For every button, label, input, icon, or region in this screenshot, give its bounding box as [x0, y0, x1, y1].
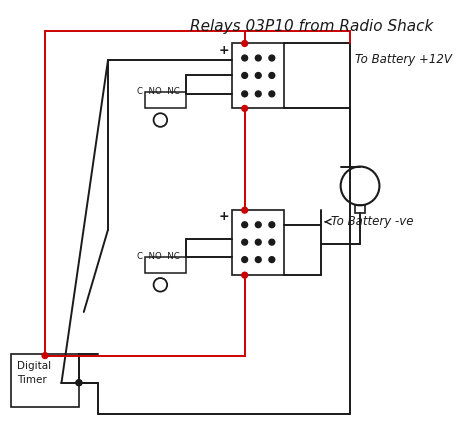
- Bar: [145, 92, 185, 108]
- Text: C  NO  NC: C NO NC: [137, 87, 180, 96]
- Circle shape: [269, 73, 275, 78]
- Text: To Battery +12V: To Battery +12V: [355, 54, 452, 67]
- Circle shape: [242, 73, 247, 78]
- Circle shape: [242, 41, 247, 46]
- Bar: [355, 205, 365, 213]
- Text: Relays 03P10 from Radio Shack: Relays 03P10 from Radio Shack: [190, 19, 433, 34]
- Circle shape: [255, 73, 261, 78]
- Circle shape: [76, 380, 82, 386]
- Bar: [11, 354, 79, 407]
- Bar: [232, 210, 284, 275]
- Circle shape: [42, 353, 48, 359]
- Bar: [232, 44, 284, 108]
- Circle shape: [255, 239, 261, 245]
- Circle shape: [255, 91, 261, 97]
- Circle shape: [269, 222, 275, 228]
- Circle shape: [269, 257, 275, 263]
- Circle shape: [255, 55, 261, 61]
- Text: Digital
Timer: Digital Timer: [17, 362, 51, 384]
- Circle shape: [242, 239, 247, 245]
- Circle shape: [242, 207, 247, 213]
- Text: +: +: [219, 44, 229, 57]
- Circle shape: [76, 380, 82, 386]
- Circle shape: [255, 257, 261, 263]
- Bar: [145, 257, 185, 273]
- Text: To Battery -ve: To Battery -ve: [331, 215, 413, 229]
- Circle shape: [242, 91, 247, 97]
- Circle shape: [269, 239, 275, 245]
- Circle shape: [242, 272, 247, 278]
- Circle shape: [242, 105, 247, 111]
- Circle shape: [242, 222, 247, 228]
- Circle shape: [242, 55, 247, 61]
- Circle shape: [242, 257, 247, 263]
- Circle shape: [269, 55, 275, 61]
- Circle shape: [269, 91, 275, 97]
- Text: C  NO  NC: C NO NC: [137, 252, 180, 261]
- Text: +: +: [219, 210, 229, 222]
- Circle shape: [255, 222, 261, 228]
